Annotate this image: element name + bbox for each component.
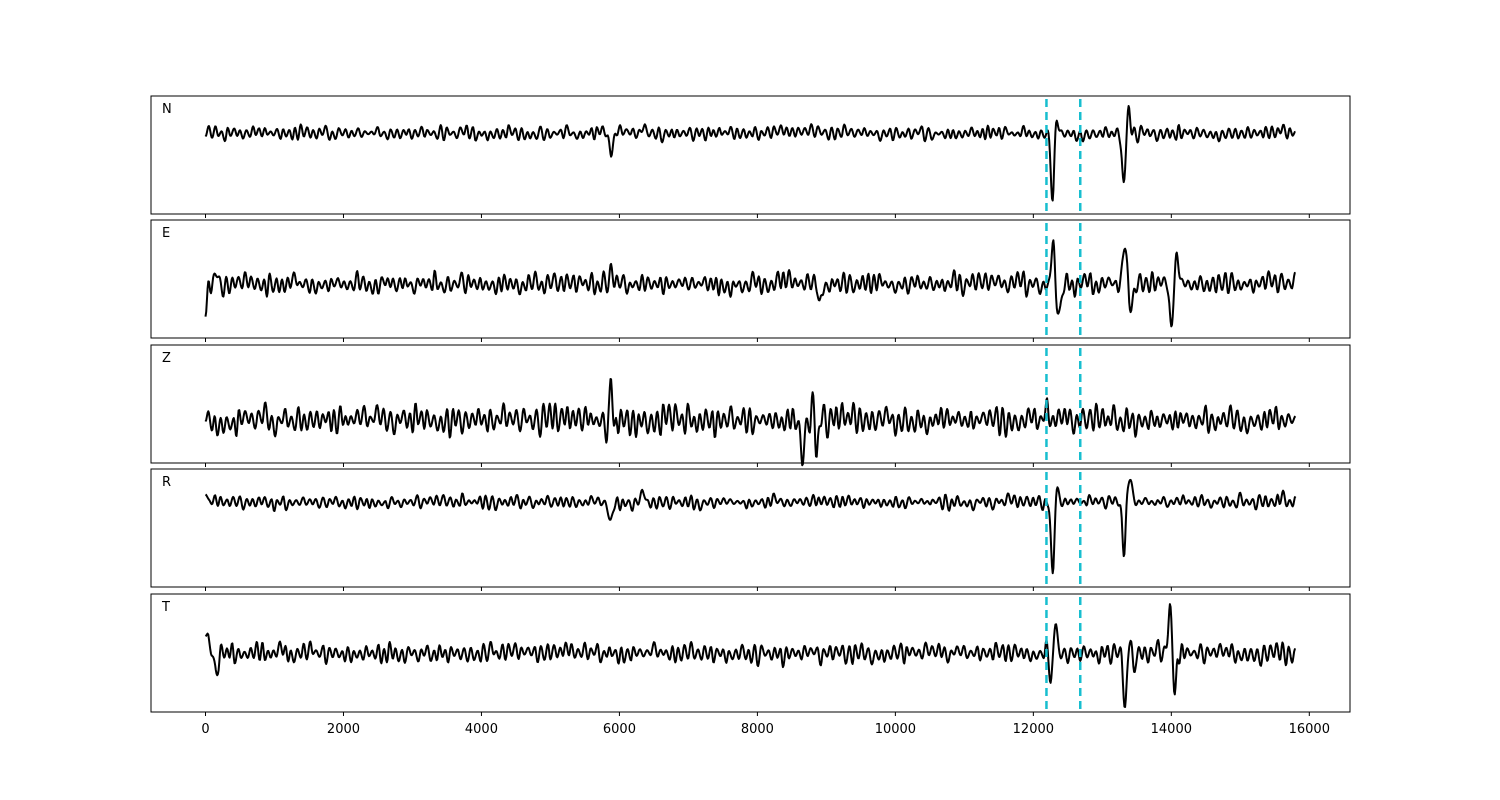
panel-r: R <box>150 468 1351 591</box>
panel-label: Z <box>162 351 171 366</box>
panel-label: N <box>162 102 172 117</box>
panel-frame <box>150 219 1351 339</box>
x-tick-label: 0 <box>201 722 209 737</box>
panel-label: R <box>162 475 171 490</box>
panel-t: T 0 2000 4000 6000 8000 10000 12000 14000 16000 <box>150 593 1351 737</box>
panel-frame <box>150 344 1351 464</box>
panel-z: Z <box>150 344 1351 467</box>
panel-frame <box>150 468 1351 588</box>
x-tick-label: 4000 <box>465 722 498 737</box>
waveform-t <box>204 603 1297 708</box>
panel-frame <box>150 593 1351 713</box>
panel-frame <box>150 95 1351 215</box>
panel-label: T <box>161 600 170 615</box>
x-tick-label: 2000 <box>327 722 360 737</box>
panel-label: E <box>162 226 170 241</box>
waveform-r <box>204 478 1297 575</box>
waveform-z <box>204 378 1297 467</box>
x-tick-label: 8000 <box>741 722 774 737</box>
waveform-n <box>204 105 1296 202</box>
x-tick-label: 6000 <box>603 722 636 737</box>
x-tick-label: 12000 <box>1013 722 1054 737</box>
x-tick-label: 16000 <box>1289 722 1330 737</box>
panel-n: N <box>150 95 1351 218</box>
x-tick-label: 14000 <box>1151 722 1192 737</box>
x-tick-label: 10000 <box>875 722 916 737</box>
panel-e: E <box>150 219 1351 342</box>
waveform-e <box>204 239 1296 328</box>
